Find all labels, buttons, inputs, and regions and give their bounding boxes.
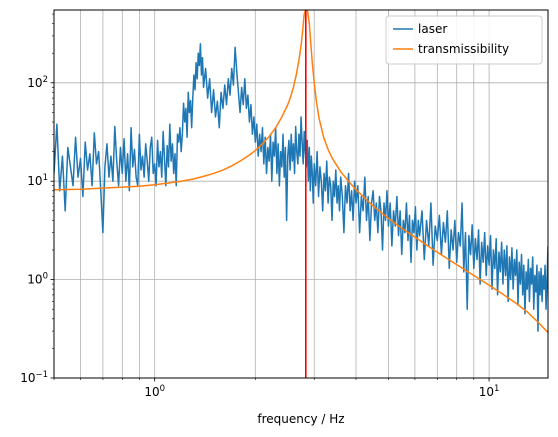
legend-box xyxy=(385,15,543,65)
x-axis-label: frequency / Hz xyxy=(257,412,344,426)
plot-frame xyxy=(53,9,549,379)
series-line-laser xyxy=(54,42,548,332)
legend-label: transmissibility xyxy=(418,42,509,56)
series-line-transmissibility xyxy=(54,10,548,334)
legend: laser transmissibility xyxy=(385,15,543,65)
grid xyxy=(53,10,548,379)
legend-label: laser xyxy=(418,22,447,36)
series-layer xyxy=(54,10,548,378)
